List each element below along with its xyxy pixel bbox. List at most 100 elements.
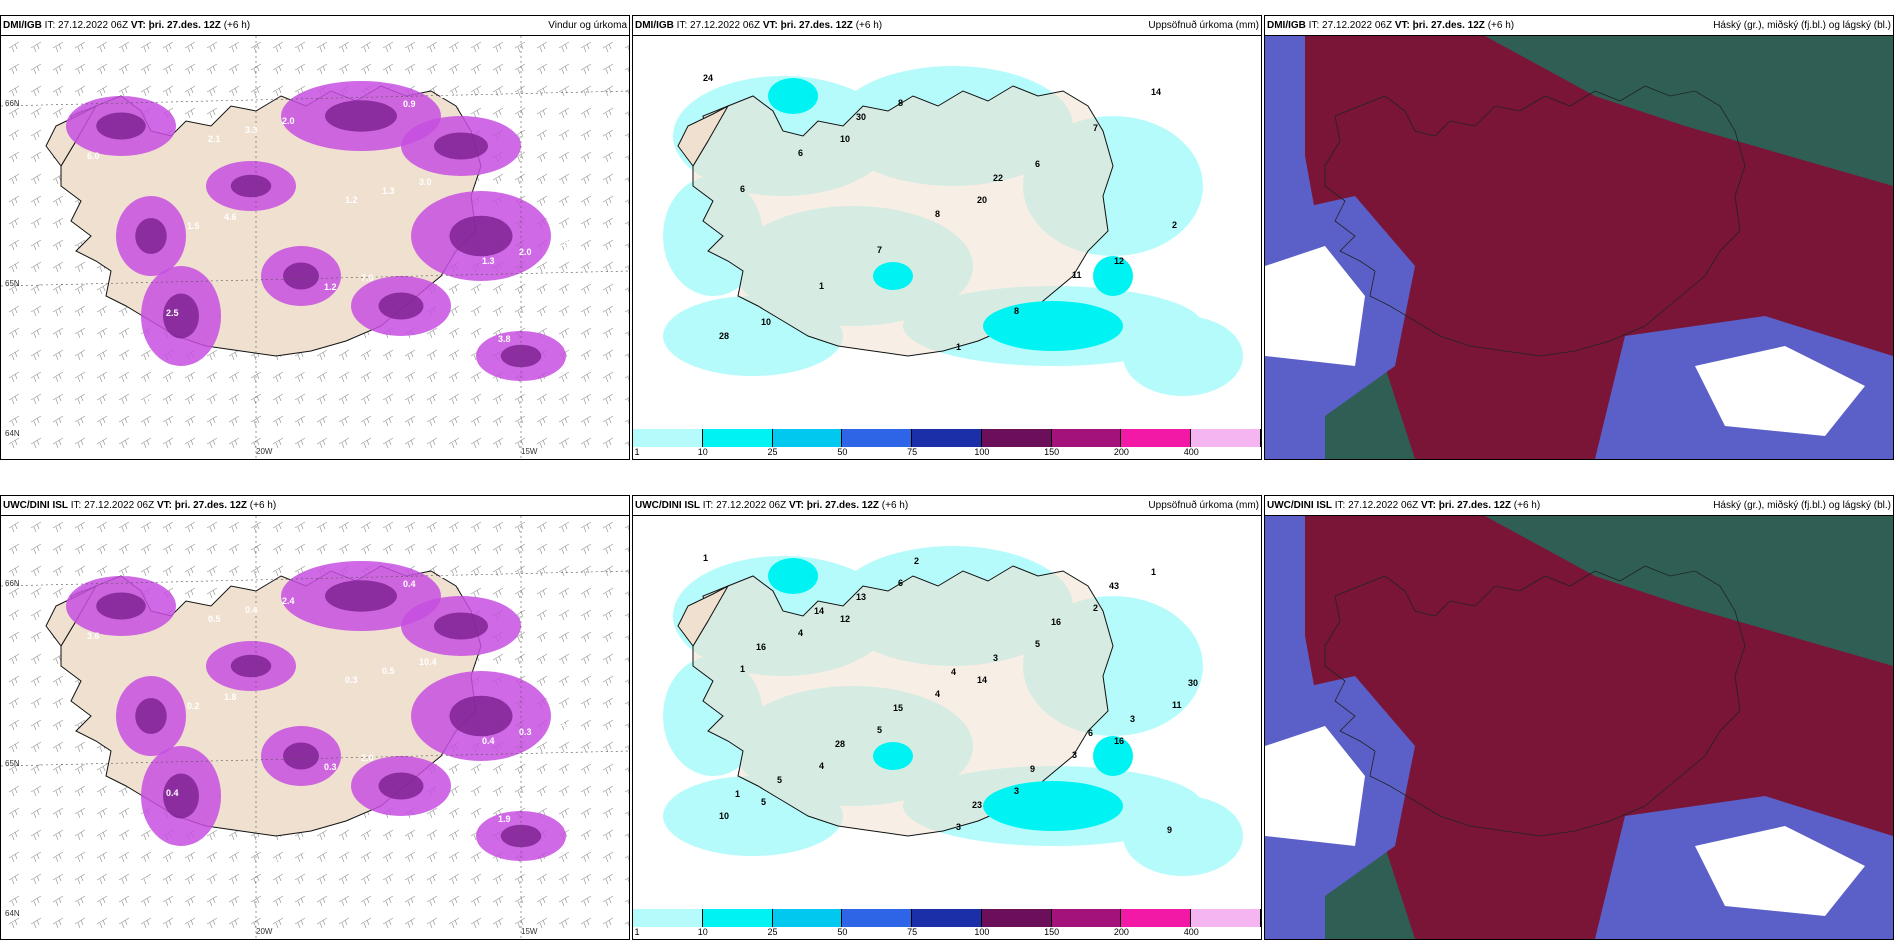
wind-barb bbox=[470, 763, 482, 775]
value-label: 3 bbox=[1072, 750, 1077, 760]
wind-barb bbox=[448, 305, 460, 317]
value-label: 12 bbox=[1114, 256, 1124, 266]
wind-barb bbox=[624, 67, 629, 73]
wind-barb bbox=[580, 675, 592, 687]
wind-barb bbox=[602, 543, 614, 555]
wind-barb bbox=[580, 565, 592, 577]
wind-barb bbox=[294, 371, 306, 383]
wind-barb bbox=[96, 917, 108, 929]
init-time: IT: 27.12.2022 06Z bbox=[1308, 20, 1393, 31]
precip-heavy bbox=[768, 78, 818, 114]
wind-barb bbox=[206, 829, 218, 841]
wind-barb bbox=[492, 587, 504, 599]
value-label: 14 bbox=[814, 606, 824, 616]
wind-barb bbox=[624, 177, 629, 183]
wind-barb bbox=[162, 63, 174, 75]
wind-barb bbox=[492, 85, 504, 97]
wind-barb bbox=[624, 855, 629, 861]
wind-barb bbox=[624, 353, 629, 359]
wind-barb bbox=[294, 543, 306, 555]
value-label: 8 bbox=[898, 98, 903, 108]
panel-header-left: DMI/IGB IT: 27.12.2022 06Z VT: þri. 27.d… bbox=[3, 16, 250, 35]
wind-barb bbox=[74, 763, 86, 775]
wind-barb bbox=[118, 807, 130, 819]
wind-barb bbox=[272, 543, 284, 555]
wind-barb bbox=[8, 437, 20, 449]
wind-barb bbox=[30, 587, 42, 599]
wind-barb bbox=[118, 85, 130, 97]
wind-barb bbox=[404, 543, 416, 555]
value-label: 4 bbox=[951, 667, 956, 677]
wind-barb bbox=[470, 565, 482, 577]
panel-header-left: UWC/DINI ISL IT: 27.12.2022 06Z VT: þri.… bbox=[635, 496, 908, 515]
wind-barb bbox=[514, 41, 526, 53]
wind-barb bbox=[360, 371, 372, 383]
wind-barb bbox=[8, 565, 20, 577]
precip-core bbox=[434, 612, 488, 640]
wind-barb bbox=[558, 741, 570, 753]
wind-barb bbox=[118, 393, 130, 405]
wind-barb bbox=[228, 521, 240, 533]
model-name: DMI/IGB bbox=[635, 20, 674, 31]
wind-barb bbox=[536, 609, 548, 621]
legend-swatch bbox=[1121, 909, 1192, 927]
wind-barb bbox=[74, 917, 86, 929]
wind-barb bbox=[536, 917, 548, 929]
wind-barb bbox=[624, 899, 629, 905]
wind-barb bbox=[338, 349, 350, 361]
wind-barb bbox=[514, 305, 526, 317]
wind-barb bbox=[580, 349, 592, 361]
iceland-coast bbox=[1324, 85, 1746, 357]
wind-barb bbox=[338, 393, 350, 405]
value-label: 3.5 bbox=[440, 570, 453, 580]
wind-barb bbox=[580, 631, 592, 643]
wind-barb bbox=[602, 741, 614, 753]
wind-barb bbox=[602, 763, 614, 775]
wind-barb bbox=[8, 349, 20, 361]
wind-barb bbox=[580, 609, 592, 621]
westfjords-land bbox=[677, 584, 730, 647]
wind-barb bbox=[558, 327, 570, 339]
value-label: 0.3 bbox=[324, 762, 337, 772]
wind-barb bbox=[404, 63, 416, 75]
wind-barb bbox=[448, 349, 460, 361]
wind-barb bbox=[30, 305, 42, 317]
wind-barb bbox=[316, 437, 328, 449]
value-label: 6.0 bbox=[87, 151, 100, 161]
value-label: 30 bbox=[1188, 678, 1198, 688]
init-time: IT: 27.12.2022 06Z bbox=[702, 500, 787, 511]
clear-sky bbox=[1695, 346, 1865, 436]
wind-barb bbox=[558, 631, 570, 643]
wind-barb bbox=[206, 873, 218, 885]
valid-time: þri. 27.des. 12Z bbox=[780, 20, 853, 31]
wind-barb bbox=[470, 327, 482, 339]
wind-barb bbox=[250, 895, 262, 907]
wind-barb bbox=[52, 587, 64, 599]
wind-barb bbox=[8, 521, 20, 533]
wind-barb bbox=[624, 287, 629, 293]
legend-tick: 75 bbox=[907, 447, 918, 457]
wind-barb bbox=[470, 85, 482, 97]
legend-bar bbox=[633, 909, 1261, 927]
wind-barb bbox=[162, 917, 174, 929]
value-label: 2.5 bbox=[166, 308, 179, 318]
wind-barb bbox=[140, 85, 152, 97]
wind-barb bbox=[558, 63, 570, 75]
wind-barb bbox=[8, 873, 20, 885]
lead-time: (+6 h) bbox=[1487, 20, 1515, 31]
wind-barb bbox=[294, 415, 306, 427]
wind-barb bbox=[30, 349, 42, 361]
map-svg bbox=[1265, 516, 1893, 939]
wind-barb bbox=[580, 327, 592, 339]
value-label: 1.2 bbox=[324, 282, 337, 292]
wind-barb bbox=[558, 415, 570, 427]
wind-barb bbox=[602, 239, 614, 251]
wind-barb bbox=[426, 393, 438, 405]
value-label: 2.1 bbox=[208, 134, 221, 144]
wind-barb bbox=[514, 415, 526, 427]
wind-barb bbox=[8, 173, 20, 185]
wind-barb bbox=[206, 587, 218, 599]
wind-barb bbox=[184, 521, 196, 533]
wind-barb bbox=[426, 873, 438, 885]
wind-barb bbox=[558, 917, 570, 929]
